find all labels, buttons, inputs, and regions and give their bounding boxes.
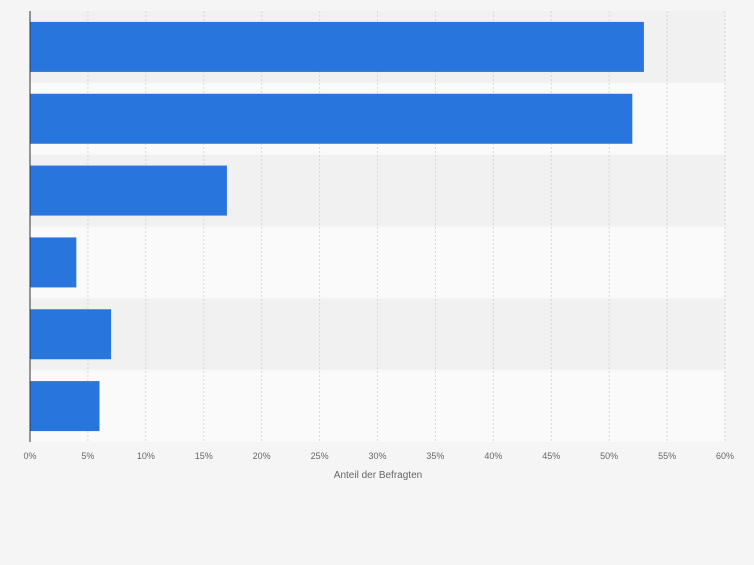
x-tick-label: 25% — [311, 451, 329, 461]
x-tick-labels: 0% 5% 10% 15% 20% 25% 30% 35% 40% 45% 50% 55% 60% — [23, 451, 734, 461]
row-band — [30, 226, 725, 299]
x-tick-label: 40% — [484, 451, 502, 461]
x-tick-label: 5% — [81, 451, 94, 461]
x-tick-label: 50% — [600, 451, 618, 461]
x-tick-label: 15% — [195, 451, 213, 461]
x-tick-label: 10% — [137, 451, 155, 461]
x-tick-label: 30% — [368, 451, 386, 461]
row-band — [30, 370, 725, 442]
bar[interactable] — [30, 237, 77, 288]
x-tick-label: 0% — [23, 451, 36, 461]
row-band — [30, 298, 725, 371]
bar[interactable] — [30, 21, 644, 72]
bar[interactable] — [30, 381, 100, 432]
bars — [30, 21, 644, 432]
x-tick-label: 55% — [658, 451, 676, 461]
x-tick-label: 60% — [716, 451, 734, 461]
bar[interactable] — [30, 93, 633, 144]
bar[interactable] — [30, 165, 227, 216]
x-tick-label: 20% — [253, 451, 271, 461]
x-tick-label: 35% — [426, 451, 444, 461]
x-axis-label: Anteil der Befragten — [334, 470, 422, 481]
bar[interactable] — [30, 309, 112, 360]
x-tick-label: 45% — [542, 451, 560, 461]
